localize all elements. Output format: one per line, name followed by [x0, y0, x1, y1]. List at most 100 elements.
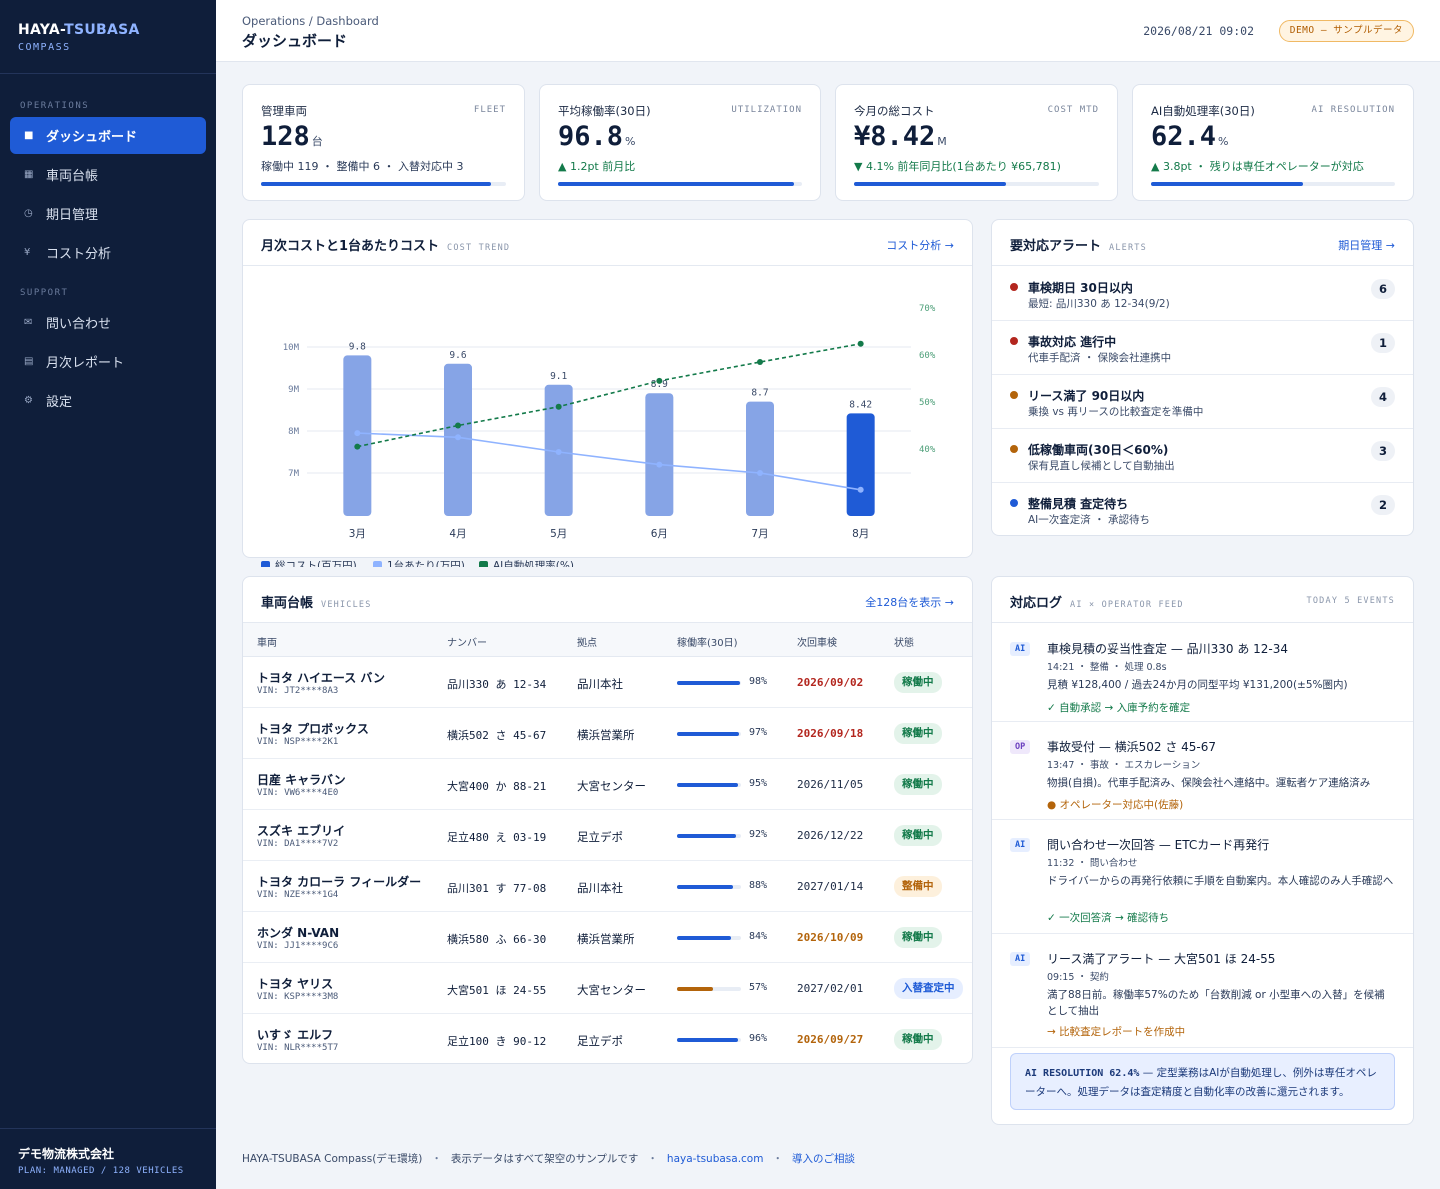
footer-site-link[interactable]: haya-tsubasa.com [666, 1153, 764, 1165]
table-row[interactable]: トヨタ カローラ フィールダー VIN: NZE****1G4 品川301 す 77… [243, 861, 972, 912]
kpi-sub: ▲ 1.2pt 前月比 [558, 160, 636, 173]
feed-source-badge: OP [1010, 740, 1031, 754]
column-header-base[interactable]: 拠点 [577, 638, 597, 649]
y-tick-right: 40% [919, 445, 936, 455]
vehicle-vin: VIN: NZE****1G4 [257, 890, 339, 900]
sidebar-item-dashboard[interactable]: ■ ダッシュボード [10, 117, 206, 154]
kpi-tag: AI RESOLUTION [1311, 105, 1395, 115]
vehicle-plate: 品川301 す 77-08 [447, 882, 547, 895]
column-header-utilization[interactable]: 稼働率(30日) [677, 638, 738, 649]
point-ai-resolution [656, 377, 663, 384]
y-tick-right: 60% [919, 351, 936, 361]
column-header-vehicle[interactable]: 車両 [257, 638, 277, 649]
legend-swatch [261, 561, 270, 567]
sidebar-item-reports[interactable]: ▤ 月次レポート [10, 343, 206, 380]
alert-detail: AI一次査定済 ・ 承認待ち [1028, 514, 1150, 526]
utilization-value: 88% [749, 880, 768, 891]
utilization-fill [677, 987, 714, 991]
feed-source-badge: AI [1010, 838, 1031, 852]
breadcrumb[interactable]: Operations / Dashboard [242, 14, 379, 28]
alert-item[interactable]: 整備見積 査定待ち AI一次査定済 ・ 承認待ち 2 [992, 483, 1413, 537]
all-vehicles-link[interactable]: 全128台を表示 → [865, 596, 954, 609]
utilization-value: 96% [749, 1033, 768, 1044]
y-tick-right: 50% [919, 398, 936, 408]
utilization-fill [677, 783, 738, 787]
card-header: 月次コストと1台あたりコスト COST TREND コスト分析 → [243, 220, 972, 266]
kpi-value: 96.8% [558, 121, 635, 152]
kpi-progress-bar [261, 182, 506, 186]
vehicle-name[interactable]: トヨタ カローラ フィールダー [257, 875, 422, 889]
x-tick-label: 5月 [550, 528, 567, 540]
footer-contact-link[interactable]: 導入のご相談 [791, 1153, 855, 1165]
sidebar-item-deadlines[interactable]: ◷ 期日管理 [10, 195, 206, 232]
brand-name[interactable]: HAYA-TSUBASA [18, 22, 198, 38]
kpi-label: 今月の総コスト [854, 104, 935, 118]
feed-item[interactable]: AI 車検見積の妥当性査定 — 品川330 あ 12-34 14:21 ・ 整備 ・… [992, 624, 1413, 722]
utilization-bar [677, 732, 741, 736]
feed-item[interactable]: OP 事故受付 — 横浜502 さ 45-67 13:47 ・ 事故 ・ エスカレー… [992, 722, 1413, 820]
vehicle-name[interactable]: トヨタ ヤリス [257, 977, 334, 991]
point-ai-resolution [455, 422, 461, 429]
feed-result: → 比較査定レポートを作成中 [1047, 1026, 1186, 1038]
alert-item[interactable]: リース満了 90日以内 乗換 vs 再リースの比較査定を準備中 4 [992, 375, 1413, 429]
alert-item[interactable]: 事故対応 進行中 代車手配済 ・ 保険会社連携中 1 [992, 321, 1413, 375]
vehicle-base: 横浜営業所 [577, 932, 635, 946]
feed-item[interactable]: AI リース満了アラート — 大宮501 ほ 24-55 09:15 ・ 契約 満了8… [992, 934, 1413, 1048]
table-row[interactable]: ホンダ N-VAN VIN: JJ1****9C6 横浜580 ふ 66-30 横浜営… [243, 912, 972, 963]
point-per-vehicle-cost [857, 486, 864, 493]
vehicle-name[interactable]: 日産 キャラバン [257, 773, 346, 787]
cost-analysis-link[interactable]: コスト分析 → [886, 239, 954, 252]
cost-trend-card: 月次コストと1台あたりコスト COST TREND コスト分析 → 10M 9M 8M… [242, 219, 973, 567]
kpi-unit: % [1218, 135, 1229, 148]
sidebar-item-cost[interactable]: ¥ コスト分析 [10, 234, 206, 271]
alert-item[interactable]: 車検期日 30日以内 最短: 品川330 あ 12-34(9/2) 6 [992, 267, 1413, 321]
deadlines-link[interactable]: 期日管理 → [1338, 239, 1395, 252]
sidebar-item-settings[interactable]: ⚙ 設定 [10, 382, 206, 419]
sidebar-item-label: 問い合わせ [46, 317, 112, 332]
vehicle-name[interactable]: トヨタ プロボックス [257, 722, 369, 736]
table-row[interactable]: いすゞ エルフ VIN: NLR****5T7 足立100 き 90-12 足立デポ 9… [243, 1014, 972, 1065]
next-inspection-date: 2027/01/14 [797, 880, 864, 893]
legend-swatch [373, 561, 382, 567]
next-inspection-date: 2026/11/05 [797, 778, 864, 791]
card-tag: AI × OPERATOR FEED [1070, 600, 1184, 610]
sidebar-item-vehicles[interactable]: ▦ 車両台帳 [10, 156, 206, 193]
alert-detail: 保有見直し候補として自動抽出 [1028, 460, 1175, 472]
table-row[interactable]: 日産 キャラバン VIN: VW6****4E0 大宮400 か 88-21 大宮セン… [243, 759, 972, 810]
vehicle-base: 品川本社 [577, 881, 623, 895]
vehicle-name[interactable]: ホンダ N-VAN [257, 926, 340, 940]
column-header-status[interactable]: 状態 [894, 638, 914, 649]
table-row[interactable]: トヨタ ハイエース バン VIN: JT2****8A3 品川330 あ 12-34… [243, 657, 972, 708]
vehicles-icon: ▦ [24, 169, 34, 180]
kpi-number: ¥8.42 [854, 121, 936, 152]
alert-count-badge: 4 [1371, 387, 1395, 407]
point-per-vehicle-cost [354, 430, 361, 437]
kpi-progress-bar [1151, 182, 1395, 186]
alert-item[interactable]: 低稼働車両(30日＜60%) 保有見直し候補として自動抽出 3 [992, 429, 1413, 483]
alert-title: 整備見積 査定待ち [1028, 497, 1129, 511]
vehicle-base: 品川本社 [577, 677, 623, 691]
legend-label: 総コスト(百万円) [275, 559, 357, 567]
point-ai-resolution [757, 359, 763, 366]
feed-source-badge: AI [1010, 642, 1031, 656]
kpi-number: 128 [261, 121, 310, 152]
vehicle-name[interactable]: スズキ エブリイ [257, 824, 346, 838]
column-header-inspection[interactable]: 次回車検 [797, 638, 837, 649]
kpi-unit: M [937, 135, 947, 148]
vehicle-vin: VIN: JT2****8A3 [257, 686, 339, 696]
column-header-plate[interactable]: ナンバー [447, 638, 487, 649]
table-row[interactable]: トヨタ プロボックス VIN: NSP****2K1 横浜502 さ 45-67 横浜… [243, 708, 972, 759]
table-row[interactable]: スズキ エブリイ VIN: DA1****7V2 足立480 え 03-19 足立デポ… [243, 810, 972, 861]
vehicle-plate: 横浜580 ふ 66-30 [447, 933, 547, 946]
feed-item[interactable]: AI 問い合わせ一次回答 — ETCカード再発行 11:32 ・ 問い合わせ ドライバ… [992, 820, 1413, 934]
sidebar-item-inquiries[interactable]: ✉ 問い合わせ [10, 304, 206, 341]
y-tick-left: 10M [283, 343, 300, 353]
table-row[interactable]: トヨタ ヤリス VIN: KSP****3M8 大宮501 ほ 24-55 大宮センタ… [243, 963, 972, 1014]
vehicle-name[interactable]: トヨタ ハイエース バン [257, 671, 385, 685]
kpi-progress-fill [1151, 182, 1304, 186]
x-tick-label: 8月 [852, 528, 869, 540]
status-badge: 稼働中 [894, 672, 942, 693]
next-inspection-date: 2027/02/01 [797, 982, 864, 995]
vehicle-name[interactable]: いすゞ エルフ [257, 1028, 334, 1042]
event-count: TODAY 5 EVENTS [1306, 596, 1395, 606]
